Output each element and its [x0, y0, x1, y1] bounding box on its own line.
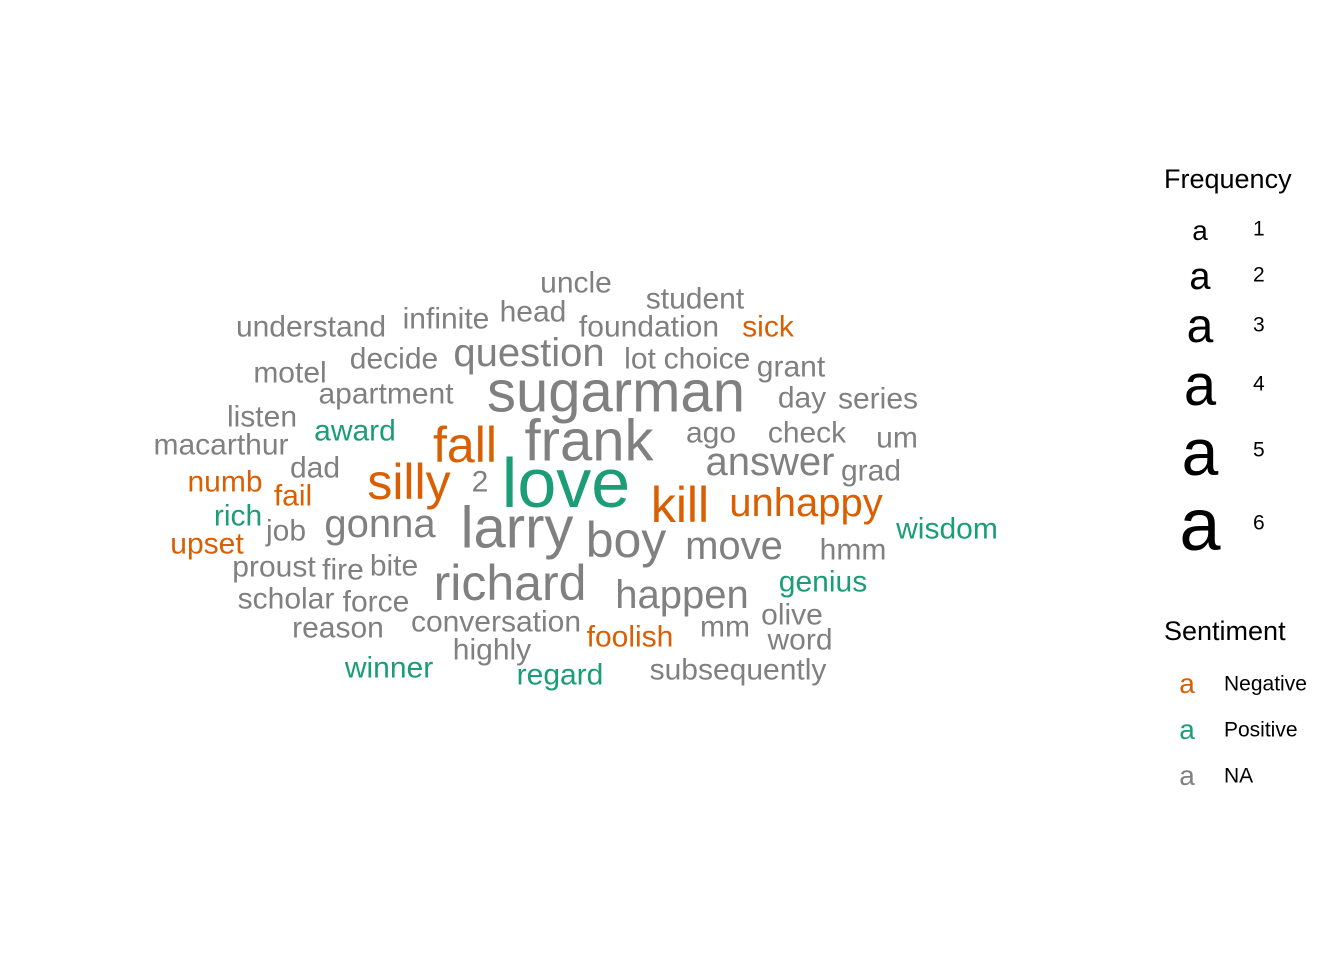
word-motel: motel: [253, 357, 326, 390]
word-grant: grant: [757, 351, 826, 384]
word-bite: bite: [370, 550, 418, 583]
word-love: love: [502, 444, 630, 522]
frequency-key-label: 6: [1253, 511, 1265, 535]
frequency-key-glyph: a: [1189, 256, 1211, 298]
word-fail: fail: [274, 480, 312, 513]
word-question: question: [453, 331, 604, 375]
frequency-legend-title: Frequency: [1164, 164, 1292, 194]
word-scholar: scholar: [238, 583, 335, 616]
word-uncle: uncle: [540, 267, 612, 300]
word-word: word: [766, 624, 832, 657]
word-boy: boy: [586, 512, 667, 568]
word-ago: ago: [686, 417, 736, 450]
word-award: award: [314, 415, 396, 448]
word-day: day: [778, 382, 826, 415]
word-mm: mm: [700, 611, 750, 644]
word-head: head: [500, 296, 567, 329]
word-genius: genius: [779, 566, 867, 599]
word-lot: lot: [624, 343, 656, 376]
frequency-key-label: 5: [1253, 438, 1265, 462]
word-move: move: [685, 524, 783, 568]
sentiment-key-glyph: a: [1179, 714, 1195, 745]
sentiment-key-label: NA: [1224, 764, 1254, 788]
word-apartment: apartment: [318, 378, 454, 411]
word-force: force: [343, 586, 410, 619]
frequency-key-glyph: a: [1181, 415, 1219, 489]
frequency-key-label: 3: [1253, 313, 1265, 337]
word-regard: regard: [517, 659, 604, 692]
word-listen: listen: [227, 401, 297, 434]
word-gonna: gonna: [324, 502, 436, 546]
frequency-key-label: 2: [1253, 263, 1265, 287]
word-foolish: foolish: [587, 621, 674, 654]
word-fall: fall: [433, 417, 497, 473]
word-olive: olive: [761, 599, 823, 632]
word-happen: happen: [615, 573, 748, 617]
word-um: um: [876, 422, 918, 455]
frequency-key-label: 1: [1253, 217, 1265, 241]
word-sugarman: sugarman: [487, 360, 745, 425]
frequency-key-glyph: a: [1179, 483, 1221, 566]
sentiment-key-glyph: a: [1179, 760, 1195, 791]
word-reason: reason: [292, 612, 384, 645]
word-winner: winner: [344, 652, 433, 685]
word-dad: dad: [290, 452, 340, 485]
word-foundation: foundation: [579, 311, 719, 344]
word-frank: frank: [525, 409, 655, 474]
word-choice: choice: [664, 343, 751, 376]
sentiment-key-label: Negative: [1224, 672, 1307, 696]
word-job: job: [265, 515, 306, 548]
word-silly: silly: [367, 454, 450, 510]
word-infinite: infinite: [403, 303, 490, 336]
sentiment-key-glyph: a: [1179, 668, 1195, 699]
word-decide: decide: [350, 343, 438, 376]
word-wisdom: wisdom: [895, 513, 998, 546]
word-highly: highly: [453, 634, 531, 667]
word-student: student: [646, 283, 745, 316]
word-macarthur: macarthur: [153, 429, 288, 462]
frequency-key-label: 4: [1253, 372, 1265, 396]
word-kill: kill: [651, 477, 709, 533]
word-conversation: conversation: [411, 606, 581, 639]
word-check: check: [768, 417, 847, 450]
word-answer: answer: [706, 440, 835, 484]
word-subsequently: subsequently: [650, 654, 827, 687]
word-rich: rich: [214, 500, 262, 533]
word-larry: larry: [461, 496, 574, 561]
word-2: 2: [472, 466, 489, 499]
word-fire: fire: [322, 554, 364, 587]
word-grad: grad: [841, 455, 901, 488]
word-unhappy: unhappy: [729, 481, 882, 525]
frequency-key-glyph: a: [1192, 215, 1208, 246]
word-hmm: hmm: [820, 534, 887, 567]
sentiment-legend-title: Sentiment: [1164, 616, 1286, 646]
word-sick: sick: [742, 311, 795, 344]
sentiment-key-label: Positive: [1224, 718, 1298, 742]
word-numb: numb: [187, 466, 262, 499]
word-understand: understand: [236, 311, 386, 344]
word-richard: richard: [434, 555, 587, 611]
frequency-key-glyph: a: [1183, 353, 1217, 418]
word-proust: proust: [232, 551, 316, 584]
frequency-key-glyph: a: [1186, 300, 1214, 353]
word-series: series: [838, 383, 918, 416]
word-upset: upset: [170, 528, 244, 561]
